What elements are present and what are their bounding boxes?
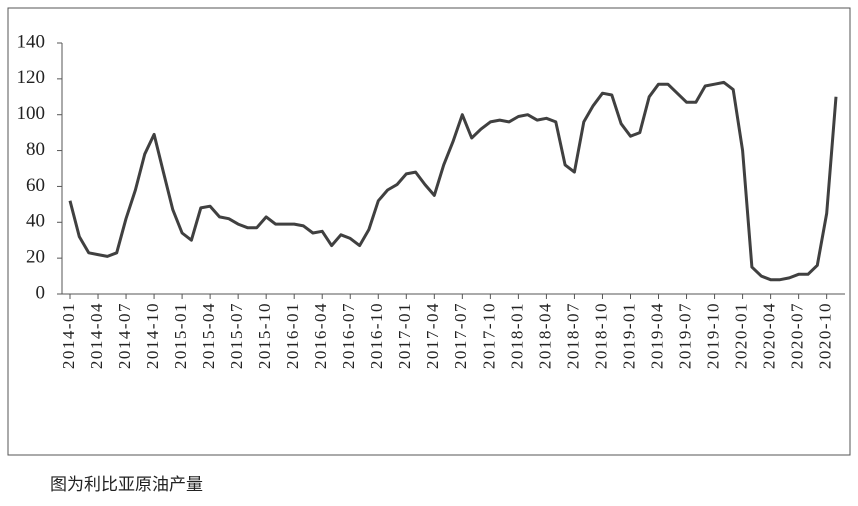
x-tick-label: 2020-01 bbox=[731, 302, 750, 369]
x-tick-label: 2016-10 bbox=[367, 302, 386, 369]
x-tick-label: 2014-01 bbox=[59, 302, 78, 369]
x-tick-label: 2020-04 bbox=[760, 302, 779, 369]
x-tick-label: 2014-04 bbox=[87, 302, 106, 369]
caption: 图为利比亚原油产量 bbox=[50, 475, 203, 494]
x-tick-label: 2019-01 bbox=[619, 302, 638, 369]
x-tick-label: 2020-10 bbox=[816, 302, 835, 369]
x-tick-label: 2018-04 bbox=[535, 302, 554, 369]
y-tick-label: 20 bbox=[26, 247, 45, 268]
x-tick-label: 2020-07 bbox=[788, 302, 807, 369]
y-tick-label: 40 bbox=[26, 211, 45, 232]
y-tick-label: 140 bbox=[17, 31, 46, 52]
y-tick-label: 120 bbox=[17, 67, 46, 88]
y-tick-label: 80 bbox=[26, 139, 45, 160]
x-tick-label: 2016-07 bbox=[339, 302, 358, 369]
x-tick-label: 2019-07 bbox=[675, 302, 694, 369]
x-tick-label: 2014-07 bbox=[115, 302, 134, 369]
chart-frame bbox=[7, 7, 851, 456]
data-line bbox=[68, 80, 838, 282]
y-tick-label: 0 bbox=[36, 282, 46, 303]
x-tick-label: 2019-04 bbox=[647, 302, 666, 369]
x-tick-label: 2018-10 bbox=[591, 302, 610, 369]
x-tick-label: 2017-10 bbox=[479, 302, 498, 369]
y-tick-label: 60 bbox=[26, 175, 45, 196]
x-tick-label: 2015-01 bbox=[171, 302, 190, 369]
x-tick-label: 2014-10 bbox=[143, 302, 162, 369]
x-tick-label: 2019-10 bbox=[703, 302, 722, 369]
x-tick-label: 2016-04 bbox=[311, 302, 330, 369]
x-tick-label: 2017-07 bbox=[451, 302, 470, 369]
x-tick-label: 2017-01 bbox=[395, 302, 414, 369]
x-tick-label: 2018-07 bbox=[563, 302, 582, 369]
x-tick-label: 2017-04 bbox=[423, 302, 442, 369]
x-tick-label: 2016-01 bbox=[283, 302, 302, 369]
x-tick-label: 2015-04 bbox=[199, 302, 218, 369]
y-tick-label: 100 bbox=[17, 103, 46, 124]
x-tick-label: 2015-10 bbox=[255, 302, 274, 369]
x-tick-label: 2015-07 bbox=[227, 302, 246, 369]
x-tick-label: 2018-01 bbox=[507, 302, 526, 369]
